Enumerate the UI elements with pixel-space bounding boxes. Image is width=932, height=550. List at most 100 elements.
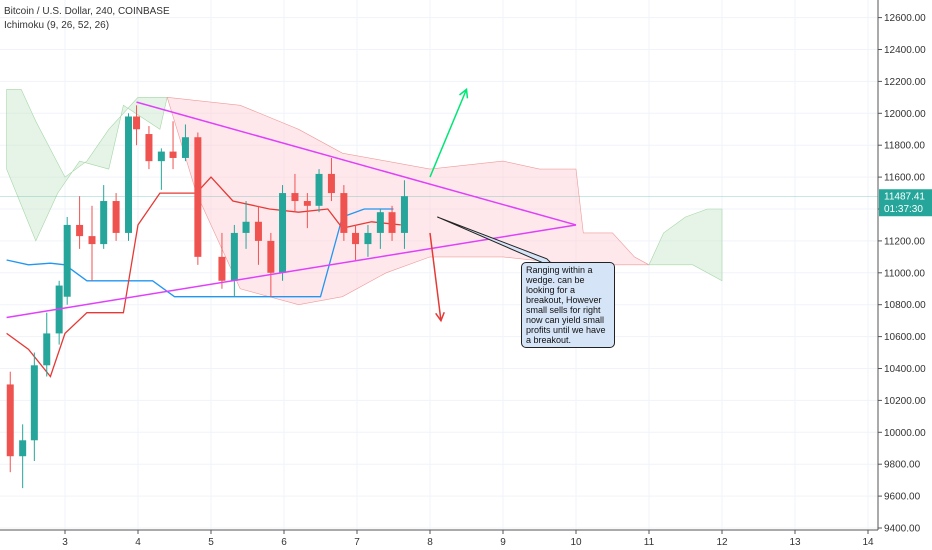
time-tick-label: 9: [500, 537, 506, 548]
candle-body: [291, 193, 299, 202]
price-tick-label: 10200.00: [884, 396, 926, 407]
time-tick-label: 5: [208, 537, 214, 548]
candle-bullish: [181, 124, 189, 162]
candle-bullish: [125, 113, 133, 241]
price-tick-label: 10800.00: [884, 300, 926, 311]
candle-bearish: [254, 205, 262, 265]
time-axis: 3 4 5 6 7 8 9 10 11 12 13 14: [0, 529, 878, 548]
time-tick-label: 14: [862, 537, 874, 548]
candle-bullish: [30, 352, 38, 462]
candle-bearish: [169, 121, 177, 170]
candle-bullish: [43, 312, 51, 377]
candle-bearish: [303, 193, 311, 229]
candle-body: [254, 221, 262, 241]
candle-body: [400, 196, 408, 233]
price-tick-label: 9400.00: [884, 524, 921, 535]
last-price-value: 11487.41: [884, 192, 925, 203]
price-tick-label: 11000.00: [884, 268, 925, 279]
last-price-badge: [879, 189, 932, 217]
price-axis: 9400.00 9600.00 9800.00 10000.00 10200.00 104…: [877, 0, 926, 535]
candle-bearish: [388, 205, 396, 241]
candle-body: [112, 201, 120, 233]
candle-bearish: [112, 193, 120, 241]
price-tick-label: 9600.00: [884, 492, 921, 503]
candle-body: [19, 440, 27, 457]
candle-body: [315, 173, 323, 206]
price-tick-label: 12600.00: [884, 13, 926, 24]
candle-bullish: [400, 180, 408, 249]
candle-body: [194, 137, 202, 257]
candle-body: [364, 232, 372, 245]
candle-bearish: [76, 196, 84, 249]
time-tick-label: 4: [135, 537, 141, 548]
analysis-callout[interactable]: Ranging within a wedge. can be looking f…: [521, 262, 615, 348]
time-tick-label: 12: [716, 537, 728, 548]
candle-body: [376, 212, 384, 233]
price-tick-label: 12200.00: [884, 77, 926, 88]
candle-body: [30, 365, 38, 441]
candle-body: [63, 224, 71, 297]
candle-bullish: [55, 280, 63, 345]
time-tick-label: 11: [644, 537, 655, 548]
candle-body: [279, 193, 287, 273]
candle-bearish: [291, 173, 299, 213]
candle-bullish: [19, 424, 27, 489]
price-tick-label: 10400.00: [884, 364, 926, 375]
candle-body: [125, 116, 133, 233]
candle-body: [388, 212, 396, 233]
candle-bullish: [242, 201, 250, 249]
candle-bullish: [230, 224, 238, 297]
price-tick-label: 12000.00: [884, 109, 926, 120]
time-tick-label: 6: [281, 537, 287, 548]
candle-bearish: [327, 157, 335, 202]
candle-bullish: [364, 224, 372, 257]
indicator-title: Ichimoku (9, 26, 52, 26): [4, 20, 110, 31]
candle-bearish: [352, 224, 360, 261]
candle-body: [218, 256, 226, 281]
chart-grid: [0, 0, 878, 530]
candle-bullish: [376, 209, 384, 249]
arrow-head: [435, 312, 445, 323]
candle-body: [242, 221, 250, 233]
price-tick-label: 9800.00: [884, 460, 921, 471]
candle-body: [43, 333, 51, 366]
price-tick-label: 11600.00: [884, 173, 925, 184]
breakdown-down-arrow: [429, 232, 445, 323]
candle-body: [169, 151, 177, 158]
time-tick-label: 3: [62, 537, 68, 548]
bar-countdown: 01:37:30: [884, 204, 923, 215]
price-tick-label: 10600.00: [884, 332, 926, 343]
cloud-bullish-future: [648, 208, 723, 282]
price-tick-label: 11800.00: [884, 141, 925, 152]
candle-body: [100, 201, 108, 245]
time-tick-label: 10: [570, 537, 582, 548]
candle-body: [230, 232, 238, 281]
symbol-title: Bitcoin / U.S. Dollar, 240, COINBASE: [4, 6, 170, 17]
time-tick-label: 7: [354, 537, 360, 548]
candle-bearish: [145, 126, 153, 170]
candle-body: [340, 193, 348, 233]
breakout-up-arrow: [429, 87, 469, 178]
candle-bearish: [340, 185, 348, 241]
candle-bullish: [279, 185, 287, 281]
arrow-shaft: [429, 232, 442, 321]
candle-bearish: [267, 232, 275, 297]
candle-bullish: [63, 216, 71, 305]
chart-drawings: [6, 87, 577, 323]
candle-bearish: [194, 132, 202, 265]
time-tick-label: 13: [789, 537, 801, 548]
candle-bullish: [315, 169, 323, 213]
time-tick-label: 8: [427, 537, 433, 548]
candle-body: [327, 173, 335, 194]
price-tick-label: 11200.00: [884, 236, 925, 247]
candle-body: [352, 232, 360, 245]
candle-bearish: [6, 371, 14, 473]
candle-body: [145, 134, 153, 162]
candle-body: [6, 384, 14, 457]
candle-body: [157, 151, 165, 162]
candle-body: [303, 201, 311, 206]
arrow-head: [459, 87, 469, 99]
arrow-shaft: [429, 89, 468, 178]
